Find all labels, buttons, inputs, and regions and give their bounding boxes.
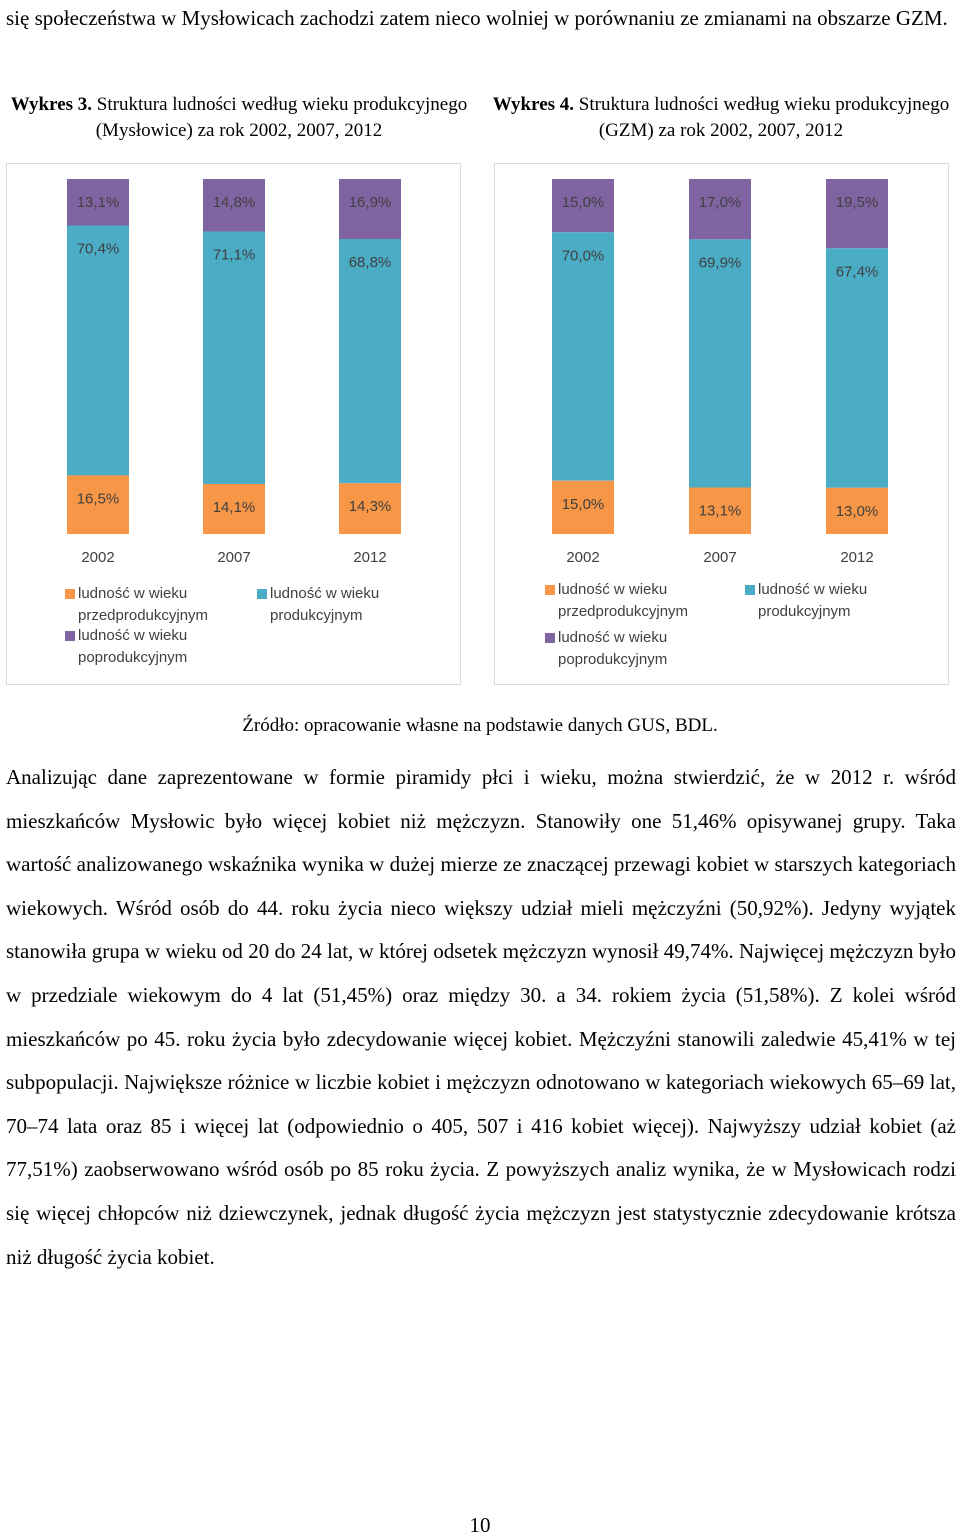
category-label: 2002	[81, 549, 114, 566]
bar-segment	[689, 239, 751, 488]
legend-swatch	[65, 631, 75, 641]
chart-myslowice: 13,1% 70,4% 16,5% 2002 14,8% 71,1% 14,1% 2007 16…	[6, 163, 461, 685]
intro-paragraph: się społeczeństwa w Mysłowicach zachodzi…	[6, 6, 948, 30]
data-label: 68,8%	[349, 254, 392, 271]
legend-item-produkcyjny: ludność w wieku produkcyjnym	[257, 583, 407, 627]
legend-item-poprodukcyjny: ludność w wieku poprodukcyjnym	[545, 627, 725, 671]
data-label: 70,4%	[77, 241, 120, 258]
legend-item-przedprodukcyjny: ludność w wieku przedprodukcyjnym	[65, 583, 245, 627]
data-label: 15,0%	[562, 496, 605, 513]
data-label: 17,0%	[699, 194, 742, 211]
bar-segment	[203, 231, 265, 484]
bar-segment	[339, 238, 401, 484]
category-label: 2007	[217, 549, 250, 566]
data-label: 16,9%	[349, 194, 392, 211]
legend-label: ludność w wieku poprodukcyjnym	[558, 629, 668, 668]
data-label: 13,1%	[77, 194, 120, 211]
bar-segment	[203, 179, 265, 232]
chart-label: Wykres 4.	[492, 94, 575, 115]
legend-label: ludność w wieku poprodukcyjnym	[78, 627, 188, 666]
legend-label: ludność w wieku produkcyjnym	[270, 585, 380, 624]
bar-segment	[826, 179, 888, 249]
data-label: 67,4%	[836, 263, 879, 280]
legend-swatch	[545, 585, 555, 595]
data-label: 14,8%	[213, 194, 256, 211]
data-label: 13,1%	[699, 502, 742, 519]
data-label: 16,5%	[77, 490, 120, 507]
data-label: 15,0%	[562, 194, 605, 211]
bar-segment	[826, 248, 888, 488]
source-note: Źródło: opracowanie własne na podstawie …	[242, 715, 718, 736]
legend-label: ludność w wieku produkcyjnym	[758, 581, 868, 620]
bar-segment	[339, 483, 401, 534]
data-label: 13,0%	[836, 503, 879, 520]
data-label: 14,3%	[349, 498, 392, 515]
data-label: 70,0%	[562, 247, 605, 264]
bar-segment	[67, 475, 129, 534]
bar-segment	[689, 487, 751, 534]
bar-segment	[689, 179, 751, 240]
bar-segment	[552, 179, 614, 233]
category-label: 2012	[840, 549, 873, 566]
legend-item-przedprodukcyjny: ludność w wieku przedprodukcyjnym	[545, 579, 725, 623]
legend-item-produkcyjny: ludność w wieku produkcyjnym	[745, 579, 895, 623]
bar-segment	[67, 179, 129, 226]
bar-segment	[552, 232, 614, 481]
data-label: 71,1%	[213, 247, 256, 264]
chart-title-gzm: Wykres 4. Struktura ludności według wiek…	[486, 92, 956, 144]
chart-title-myslowice: Wykres 3. Struktura ludności według wiek…	[4, 92, 474, 144]
category-label: 2007	[703, 549, 736, 566]
data-label: 14,1%	[213, 499, 256, 516]
bar-segment	[67, 225, 129, 476]
chart-label: Wykres 3.	[10, 94, 93, 115]
body-paragraph: Analizując dane zaprezentowane w formie …	[6, 765, 956, 1269]
bar-segment	[203, 483, 265, 534]
legend-swatch	[745, 585, 755, 595]
chart-gzm-plot: 15,0% 70,0% 15,0% 2002 17,0% 69,9% 13,1% 2007 19…	[552, 179, 888, 566]
legend-swatch	[545, 633, 555, 643]
bar-segment	[552, 480, 614, 534]
chart-title-text: Struktura ludności według wieku produkcy…	[578, 94, 950, 141]
category-label: 2002	[566, 549, 599, 566]
category-label: 2012	[353, 549, 386, 566]
chart-title-text: Struktura ludności według wieku produkcy…	[95, 94, 468, 141]
data-label: 19,5%	[836, 194, 879, 211]
bar-segment	[339, 179, 401, 239]
legend-label: ludność w wieku przedprodukcyjnym	[78, 585, 209, 624]
bar-segment	[826, 487, 888, 534]
legend-label: ludność w wieku przedprodukcyjnym	[558, 581, 689, 620]
chart-myslowice-plot: 13,1% 70,4% 16,5% 2002 14,8% 71,1% 14,1% 2007 16…	[67, 179, 401, 566]
legend-item-poprodukcyjny: ludność w wieku poprodukcyjnym	[65, 625, 245, 669]
data-label: 69,9%	[699, 254, 742, 271]
legend-swatch	[257, 589, 267, 599]
legend-swatch	[65, 589, 75, 599]
chart-gzm: 15,0% 70,0% 15,0% 2002 17,0% 69,9% 13,1% 2007 19…	[494, 163, 949, 685]
page-number: 10	[469, 1513, 491, 1537]
